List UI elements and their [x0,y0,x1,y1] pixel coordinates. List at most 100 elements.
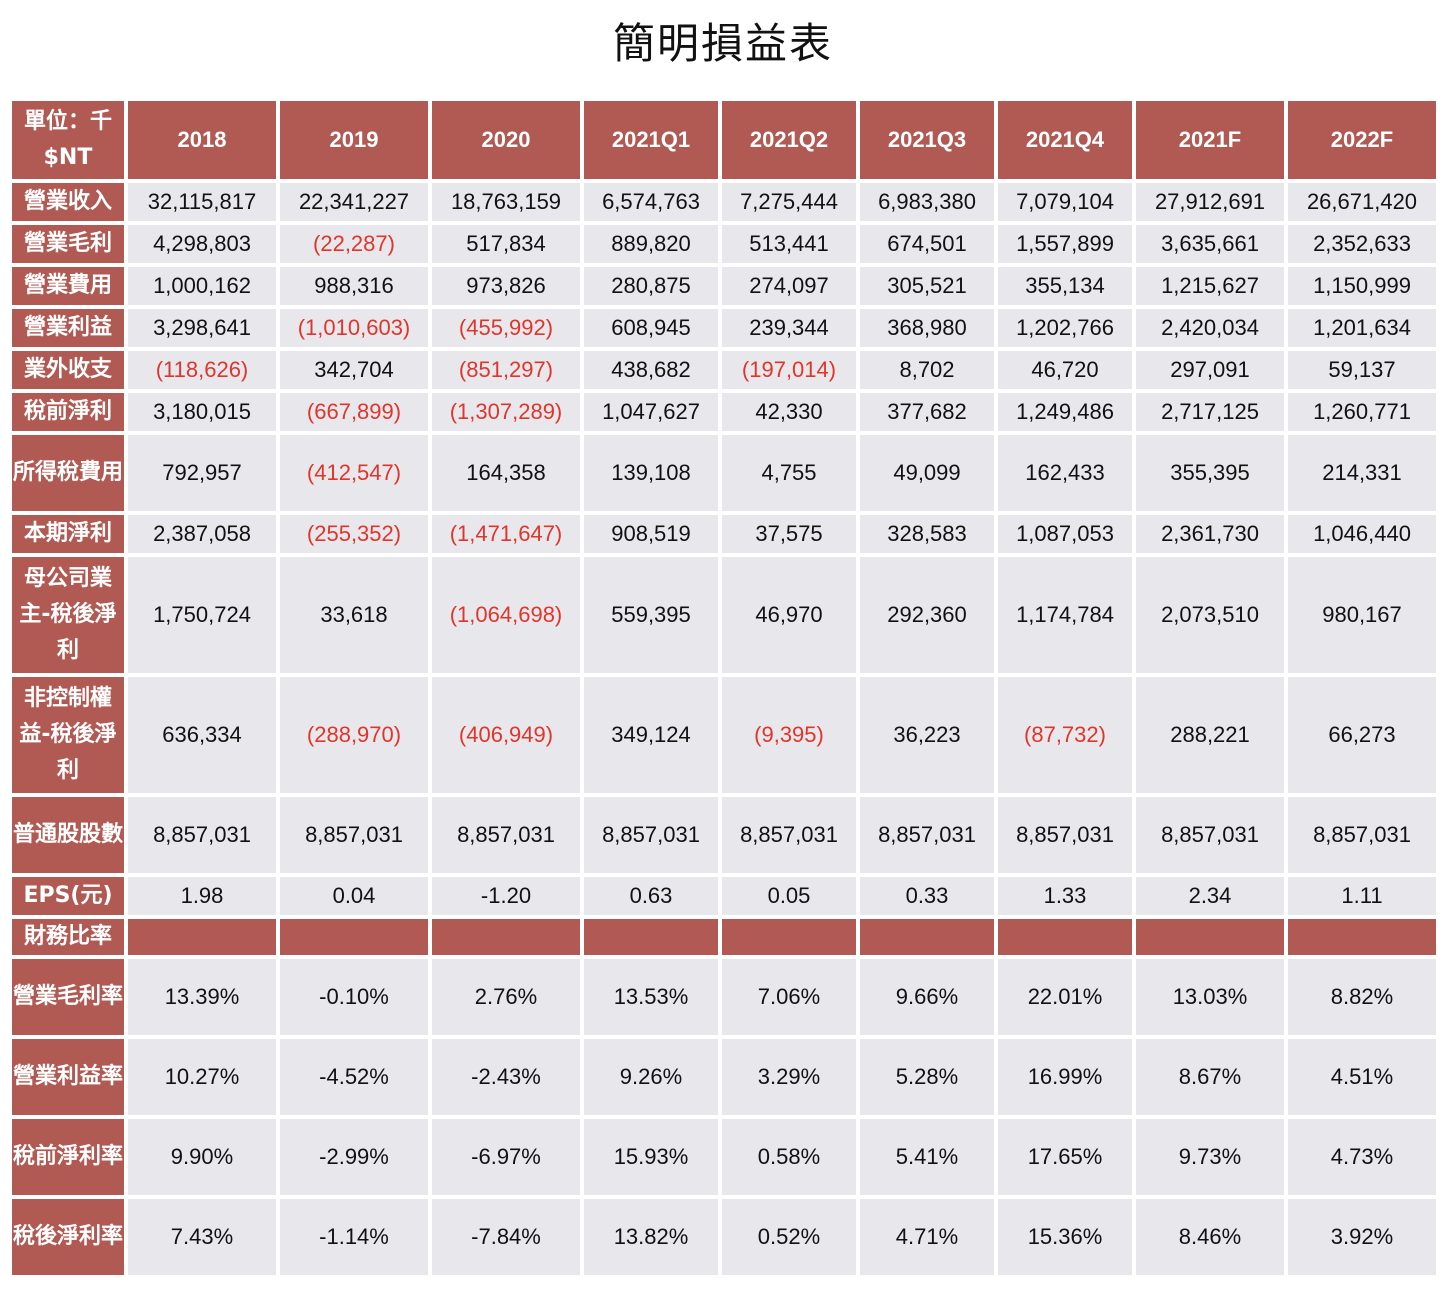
table-cell: 26,671,420 [1288,183,1436,221]
table-cell: (406,949) [432,677,580,793]
table-cell: -1.20 [432,877,580,915]
unit-label: 單位：千 $NT [12,101,124,179]
table-row: 普通股股數 8,857,031 8,857,031 8,857,031 8,857,03… [12,797,1436,873]
section-row: 財務比率 [12,919,1436,955]
table-cell: 8,857,031 [128,797,276,873]
table-cell: 27,912,691 [1136,183,1284,221]
table-cell: 46,720 [998,351,1132,389]
table-cell: 9.90% [128,1119,276,1195]
table-cell: -4.52% [280,1039,428,1115]
table-cell: 438,682 [584,351,718,389]
table-cell: 8,857,031 [1136,797,1284,873]
table-cell: 46,970 [722,557,856,673]
table-cell: 3,298,641 [128,309,276,347]
row-label: 營業利益 [12,309,124,347]
table-cell: 0.04 [280,877,428,915]
table-cell: -2.43% [432,1039,580,1115]
table-cell: 22,341,227 [280,183,428,221]
section-cell [722,919,856,955]
table-cell: 22.01% [998,959,1132,1035]
table-cell: 37,575 [722,515,856,553]
table-cell: 1,557,899 [998,225,1132,263]
table-cell: 292,360 [860,557,994,673]
table-cell: 8,857,031 [432,797,580,873]
table-row: 營業毛利率 13.39% -0.10% 2.76% 13.53% 7.06% 9.66% 22… [12,959,1436,1035]
table-cell: 674,501 [860,225,994,263]
row-label: 稅前淨利 [12,393,124,431]
header-row: 單位：千 $NT 2018 2019 2020 2021Q1 2021Q2 2021Q3 2… [12,101,1436,179]
table-cell: 368,980 [860,309,994,347]
column-header: 2021Q1 [584,101,718,179]
table-row: EPS(元) 1.98 0.04 -1.20 0.63 0.05 0.33 1.33 2.34 1… [12,877,1436,915]
table-cell: 1,150,999 [1288,267,1436,305]
column-header: 2019 [280,101,428,179]
table-cell: (288,970) [280,677,428,793]
table-row: 本期淨利 2,387,058 (255,352) (1,471,647) 908,519… [12,515,1436,553]
row-label: 母公司業主-稅後淨利 [12,557,124,673]
table-cell: 342,704 [280,351,428,389]
table-row: 所得稅費用 792,957 (412,547) 164,358 139,108 4,755… [12,435,1436,511]
table-cell: 13.82% [584,1199,718,1275]
table-cell: 328,583 [860,515,994,553]
section-cell [860,919,994,955]
table-cell: 4,755 [722,435,856,511]
column-header: 2018 [128,101,276,179]
table-cell: 13.39% [128,959,276,1035]
table-cell: 1,249,486 [998,393,1132,431]
table-cell: 8.67% [1136,1039,1284,1115]
table-cell: 1,047,627 [584,393,718,431]
table-cell: (1,471,647) [432,515,580,553]
table-row: 營業利益 3,298,641 (1,010,603) (455,992) 608,945… [12,309,1436,347]
table-cell: 8.82% [1288,959,1436,1035]
table-cell: 15.36% [998,1199,1132,1275]
table-cell: 4.51% [1288,1039,1436,1115]
table-cell: 6,574,763 [584,183,718,221]
table-cell: 49,099 [860,435,994,511]
column-header: 2021F [1136,101,1284,179]
column-header: 2021Q2 [722,101,856,179]
table-cell: 2,361,730 [1136,515,1284,553]
table-cell: 4.71% [860,1199,994,1275]
page-title: 簡明損益表 [612,19,833,68]
row-label: 普通股股數 [12,797,124,873]
table-cell: 355,395 [1136,435,1284,511]
table-cell: -6.97% [432,1119,580,1195]
table-cell: 636,334 [128,677,276,793]
table-cell: 6,983,380 [860,183,994,221]
table-cell: 66,273 [1288,677,1436,793]
table-cell: 297,091 [1136,351,1284,389]
table-row: 營業費用 1,000,162 988,316 973,826 280,875 274,09… [12,267,1436,305]
table-cell: 3.29% [722,1039,856,1115]
table-cell: 288,221 [1136,677,1284,793]
table-cell: 349,124 [584,677,718,793]
table-cell: (667,899) [280,393,428,431]
column-header: 2022F [1288,101,1436,179]
table-cell: 2.34 [1136,877,1284,915]
table-row: 業外收支 (118,626) 342,704 (851,297) 438,682 (197… [12,351,1436,389]
table-cell: 8,857,031 [998,797,1132,873]
table-cell: (118,626) [128,351,276,389]
table-cell: 4.73% [1288,1119,1436,1195]
table-cell: (412,547) [280,435,428,511]
table-cell: 59,137 [1288,351,1436,389]
table-cell: 2,420,034 [1136,309,1284,347]
table-cell: 162,433 [998,435,1132,511]
table-cell: 8,857,031 [584,797,718,873]
section-cell [584,919,718,955]
table-cell: 1,750,724 [128,557,276,673]
table-row: 稅前淨利率 9.90% -2.99% -6.97% 15.93% 0.58% 5.41% 17… [12,1119,1436,1195]
table-cell: 1,087,053 [998,515,1132,553]
table-cell: 377,682 [860,393,994,431]
row-label: 所得稅費用 [12,435,124,511]
table-cell: 32,115,817 [128,183,276,221]
table-cell: 908,519 [584,515,718,553]
table-cell: (455,992) [432,309,580,347]
table-cell: -2.99% [280,1119,428,1195]
table-cell: (1,307,289) [432,393,580,431]
table-row: 營業收入 32,115,817 22,341,227 18,763,159 6,574,… [12,183,1436,221]
row-label: 營業毛利 [12,225,124,263]
table-cell: -7.84% [432,1199,580,1275]
row-label: 營業收入 [12,183,124,221]
table-body: 營業收入 32,115,817 22,341,227 18,763,159 6,574,… [12,183,1436,1275]
table-row: 營業毛利 4,298,803 (22,287) 517,834 889,820 513,4… [12,225,1436,263]
